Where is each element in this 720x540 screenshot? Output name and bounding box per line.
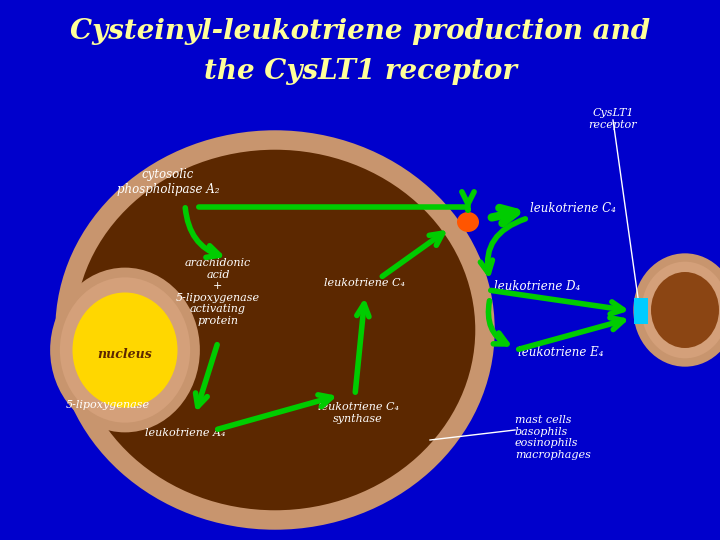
Text: leukotriene A₄: leukotriene A₄ (145, 428, 225, 438)
Ellipse shape (55, 273, 195, 428)
Text: leukotriene C₄
synthase: leukotriene C₄ synthase (318, 402, 398, 423)
Text: CysLT1
receptor: CysLT1 receptor (589, 108, 637, 130)
Text: mast cells
basophils
eosinophils
macrophages: mast cells basophils eosinophils macroph… (515, 415, 591, 460)
Ellipse shape (457, 212, 479, 232)
Text: Cysteinyl-leukotriene production and: Cysteinyl-leukotriene production and (70, 18, 650, 45)
Text: the CysLT1 receptor: the CysLT1 receptor (204, 58, 516, 85)
Ellipse shape (73, 293, 178, 408)
Text: leukotriene C₄: leukotriene C₄ (325, 278, 405, 288)
Text: leukotriene C₄: leukotriene C₄ (530, 201, 616, 214)
Text: 5-lipoxygenase: 5-lipoxygenase (66, 400, 150, 410)
Ellipse shape (65, 140, 485, 520)
Ellipse shape (637, 258, 720, 362)
FancyBboxPatch shape (634, 298, 648, 324)
Text: leukotriene D₄: leukotriene D₄ (494, 280, 580, 293)
Text: leukotriene E₄: leukotriene E₄ (518, 346, 603, 359)
Text: cytosolic
phospholipase A₂: cytosolic phospholipase A₂ (117, 168, 220, 196)
Ellipse shape (651, 272, 719, 348)
Text: nucleus: nucleus (98, 348, 153, 361)
Text: arachidonic
acid
+
5-lipoxygenase
activating
protein: arachidonic acid + 5-lipoxygenase activa… (176, 258, 260, 326)
